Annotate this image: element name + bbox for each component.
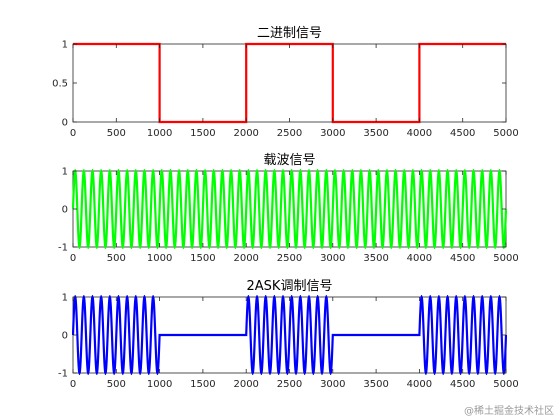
x-tick-label: 0: [70, 128, 76, 139]
y-tick-label: 0: [62, 118, 68, 129]
y-tick-label: 1: [62, 40, 68, 51]
x-tick-label: 4000: [407, 128, 432, 139]
x-tick-label: 500: [107, 253, 126, 264]
x-tick-label: 1000: [147, 379, 172, 390]
x-tick-label: 2500: [277, 128, 302, 139]
watermark-text: @稀土掘金技术社区: [464, 404, 554, 417]
y-tick-label: 0: [62, 205, 68, 216]
x-tick-label: 1000: [147, 253, 172, 264]
x-tick-label: 1500: [190, 379, 215, 390]
x-tick-label: 5000: [493, 379, 518, 390]
x-tick-label: 3500: [363, 128, 388, 139]
x-tick-label: 0: [70, 253, 76, 264]
x-tick-label: 3000: [320, 253, 345, 264]
x-tick-label: 3500: [363, 379, 388, 390]
axes-box-1: [72, 43, 507, 123]
x-tick-label: 5000: [493, 253, 518, 264]
x-tick-label: 2000: [233, 253, 258, 264]
y-tick-label: 1: [62, 167, 68, 178]
series-line-2: [72, 169, 507, 249]
x-tick-label: 3000: [320, 128, 345, 139]
subplot-title-3: 2ASK调制信号: [247, 279, 333, 294]
x-tick-label: 2500: [277, 379, 302, 390]
subplot-2: 0 500 1000 1500 2000 2500 3000 3500 4000 4500 5000…: [58, 153, 519, 264]
x-tick-label: 1500: [190, 253, 215, 264]
y-tick-label: -1: [58, 369, 68, 380]
y-tick-label: 0: [62, 331, 68, 342]
x-tick-label: 3500: [363, 253, 388, 264]
x-tick-label: 0: [70, 379, 76, 390]
x-tick-label: 2000: [233, 379, 258, 390]
x-tick-label: 4500: [450, 253, 475, 264]
subplots: 0 500 1000 1500 2000 2500 3000 3500 4000 4500 5000…: [52, 26, 519, 390]
x-tick-label: 2000: [233, 128, 258, 139]
y-tick-label: 0.5: [52, 79, 68, 90]
y-tick-label: -1: [58, 243, 68, 254]
x-tick-label: 1500: [190, 128, 215, 139]
series-line-3: [72, 295, 507, 375]
x-tick-label: 2500: [277, 253, 302, 264]
x-tick-label: 3000: [320, 379, 345, 390]
x-tick-label: 4500: [450, 128, 475, 139]
subplot-title-1: 二进制信号: [257, 26, 322, 41]
subplot-title-2: 载波信号: [263, 153, 315, 168]
x-tick-label: 4000: [407, 379, 432, 390]
subplot-1: 0 500 1000 1500 2000 2500 3000 3500 4000 4500 5000…: [52, 26, 519, 139]
y-tick-label: 1: [62, 293, 68, 304]
x-tick-label: 500: [107, 128, 126, 139]
x-tick-label: 1000: [147, 128, 172, 139]
x-tick-label: 5000: [493, 128, 518, 139]
x-tick-label: 500: [107, 379, 126, 390]
subplot-3: 0 500 1000 1500 2000 2500 3000 3500 4000 4500 5000…: [58, 279, 519, 390]
x-tick-label: 4500: [450, 379, 475, 390]
x-tick-label: 4000: [407, 253, 432, 264]
